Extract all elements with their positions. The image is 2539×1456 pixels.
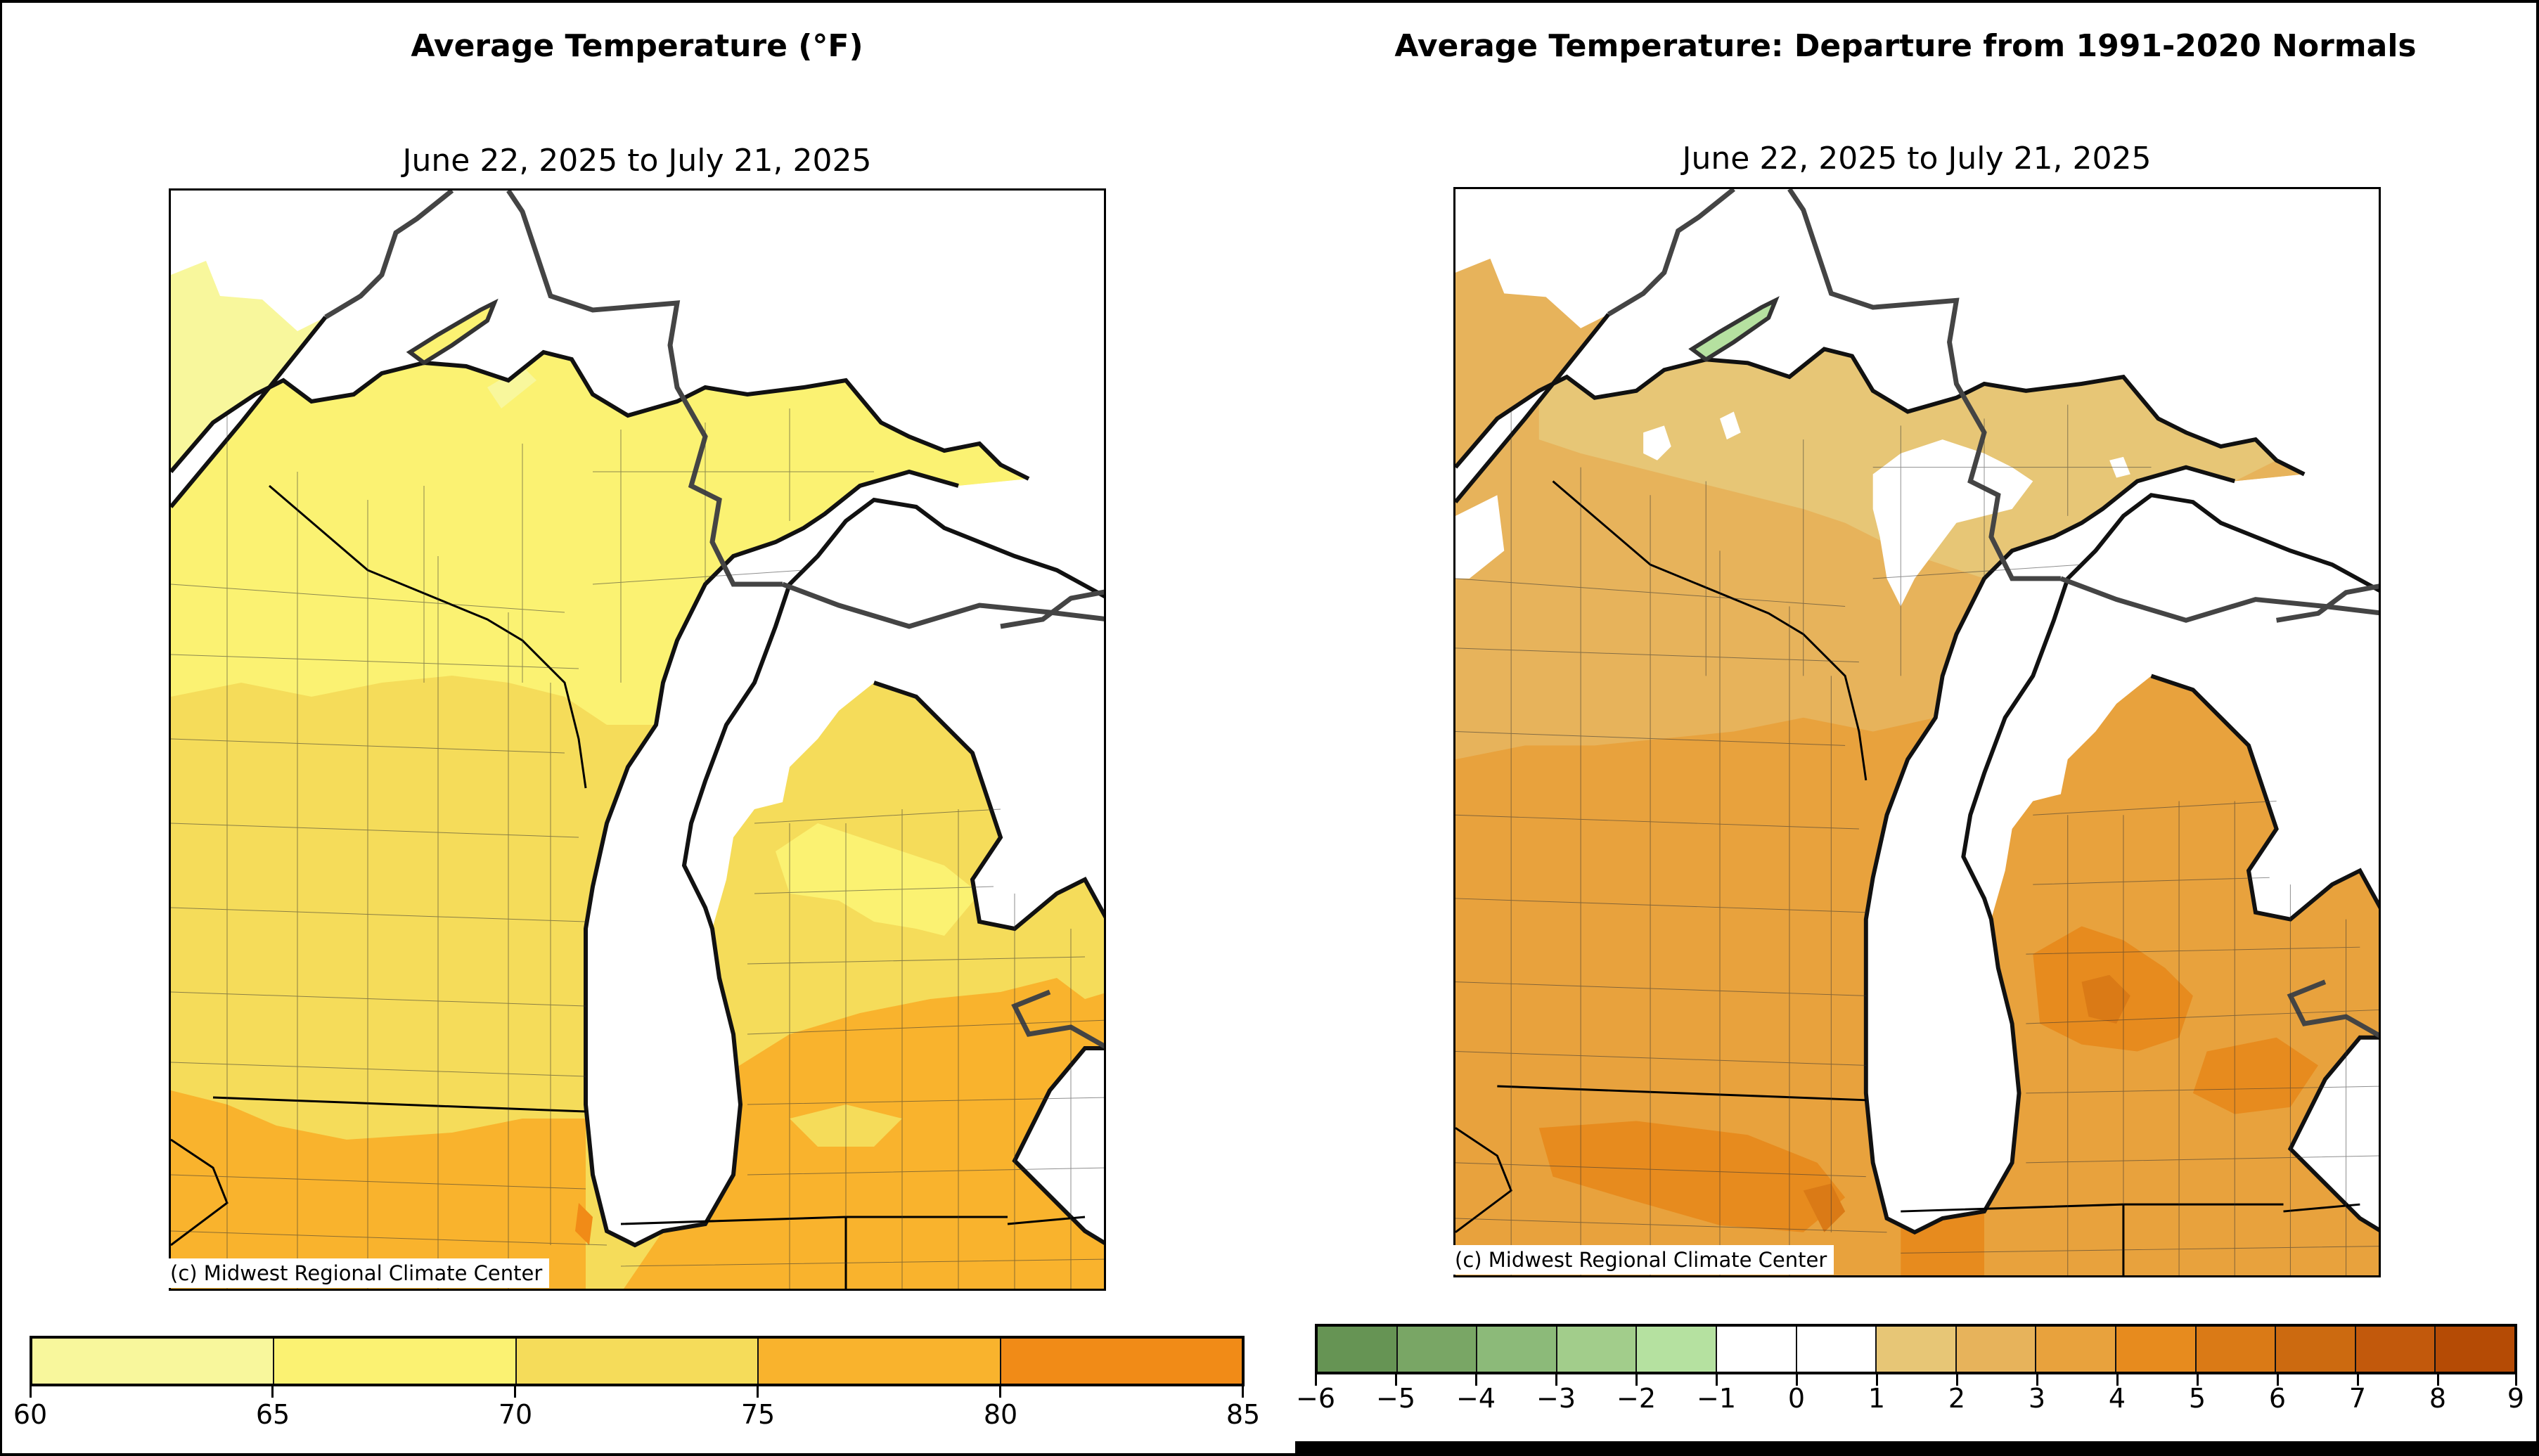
left-colorbar-bin-65-70 [274, 1339, 517, 1384]
right-chart-title: Average Temperature: Departure from 1991… [1394, 28, 2417, 64]
image-border-top [0, 0, 2539, 3]
left-tick-label: 85 [1226, 1399, 1261, 1430]
image-border-right [2536, 0, 2539, 1456]
bottom-black-bar [1295, 1441, 2539, 1456]
right-map-graphic [1455, 189, 2379, 1275]
left-tick-label: 80 [983, 1399, 1018, 1430]
right-tick-label: 8 [2429, 1383, 2447, 1414]
left-credit: (c) Midwest Regional Climate Center [169, 1258, 550, 1288]
right-tick-label: 7 [2348, 1383, 2367, 1414]
right-chart-subtitle: June 22, 2025 to July 21, 2025 [1682, 141, 2152, 176]
right-colorbar-bin [2276, 1327, 2356, 1372]
right-colorbar-bin [2116, 1327, 2197, 1372]
right-tick-label: 3 [2028, 1383, 2046, 1414]
left-colorbar-bin-75-80 [759, 1339, 1001, 1384]
left-colorbar-bin-60-65 [32, 1339, 275, 1384]
right-colorbar-bin [1877, 1327, 1957, 1372]
right-tick-label: 4 [2108, 1383, 2126, 1414]
left-colorbar [30, 1336, 1245, 1386]
right-departure-map [1453, 187, 2381, 1277]
right-tick-label: 1 [1868, 1383, 1886, 1414]
right-tick-label: −3 [1536, 1383, 1576, 1414]
right-tick-label: 0 [1787, 1383, 1806, 1414]
right-colorbar [1315, 1324, 2517, 1374]
left-tick-label: 70 [498, 1399, 533, 1430]
left-tick-label: 65 [255, 1399, 290, 1430]
right-tick-label: 6 [2268, 1383, 2287, 1414]
left-chart-title: Average Temperature (°F) [411, 28, 863, 64]
right-colorbar-bin [2036, 1327, 2116, 1372]
right-credit: (c) Midwest Regional Climate Center [1453, 1245, 1834, 1275]
right-colorbar-bin [1397, 1327, 1478, 1372]
left-tick-label: 75 [740, 1399, 776, 1430]
right-colorbar-bin [2436, 1327, 2514, 1372]
left-colorbar-bin-80-85 [1001, 1339, 1242, 1384]
right-tick-label: −6 [1295, 1383, 1336, 1414]
right-colorbar-bin [1956, 1327, 2037, 1372]
left-map-graphic [171, 191, 1104, 1289]
right-colorbar-bin [1557, 1327, 1638, 1372]
right-tick-label: 9 [2507, 1383, 2525, 1414]
right-tick-label: 5 [2188, 1383, 2206, 1414]
right-tick-label: −4 [1455, 1383, 1496, 1414]
right-colorbar-bin [2355, 1327, 2436, 1372]
image-border-left [0, 0, 2, 1456]
left-temperature-map [169, 188, 1106, 1291]
left-chart-subtitle: June 22, 2025 to July 21, 2025 [402, 143, 872, 179]
right-colorbar-bin [2196, 1327, 2277, 1372]
right-tick-label: 2 [1948, 1383, 1966, 1414]
right-tick-label: −1 [1696, 1383, 1737, 1414]
left-tick-label: 60 [13, 1399, 48, 1430]
right-colorbar-bin [1318, 1327, 1398, 1372]
right-colorbar-bin [1637, 1327, 1717, 1372]
right-colorbar-bin [1796, 1327, 1877, 1372]
image-border-bottom [0, 1453, 1295, 1456]
right-colorbar-bin [1716, 1327, 1797, 1372]
left-colorbar-bin-70-75 [516, 1339, 759, 1384]
right-tick-label: −2 [1616, 1383, 1657, 1414]
right-tick-label: −5 [1375, 1383, 1416, 1414]
right-colorbar-bin [1477, 1327, 1557, 1372]
